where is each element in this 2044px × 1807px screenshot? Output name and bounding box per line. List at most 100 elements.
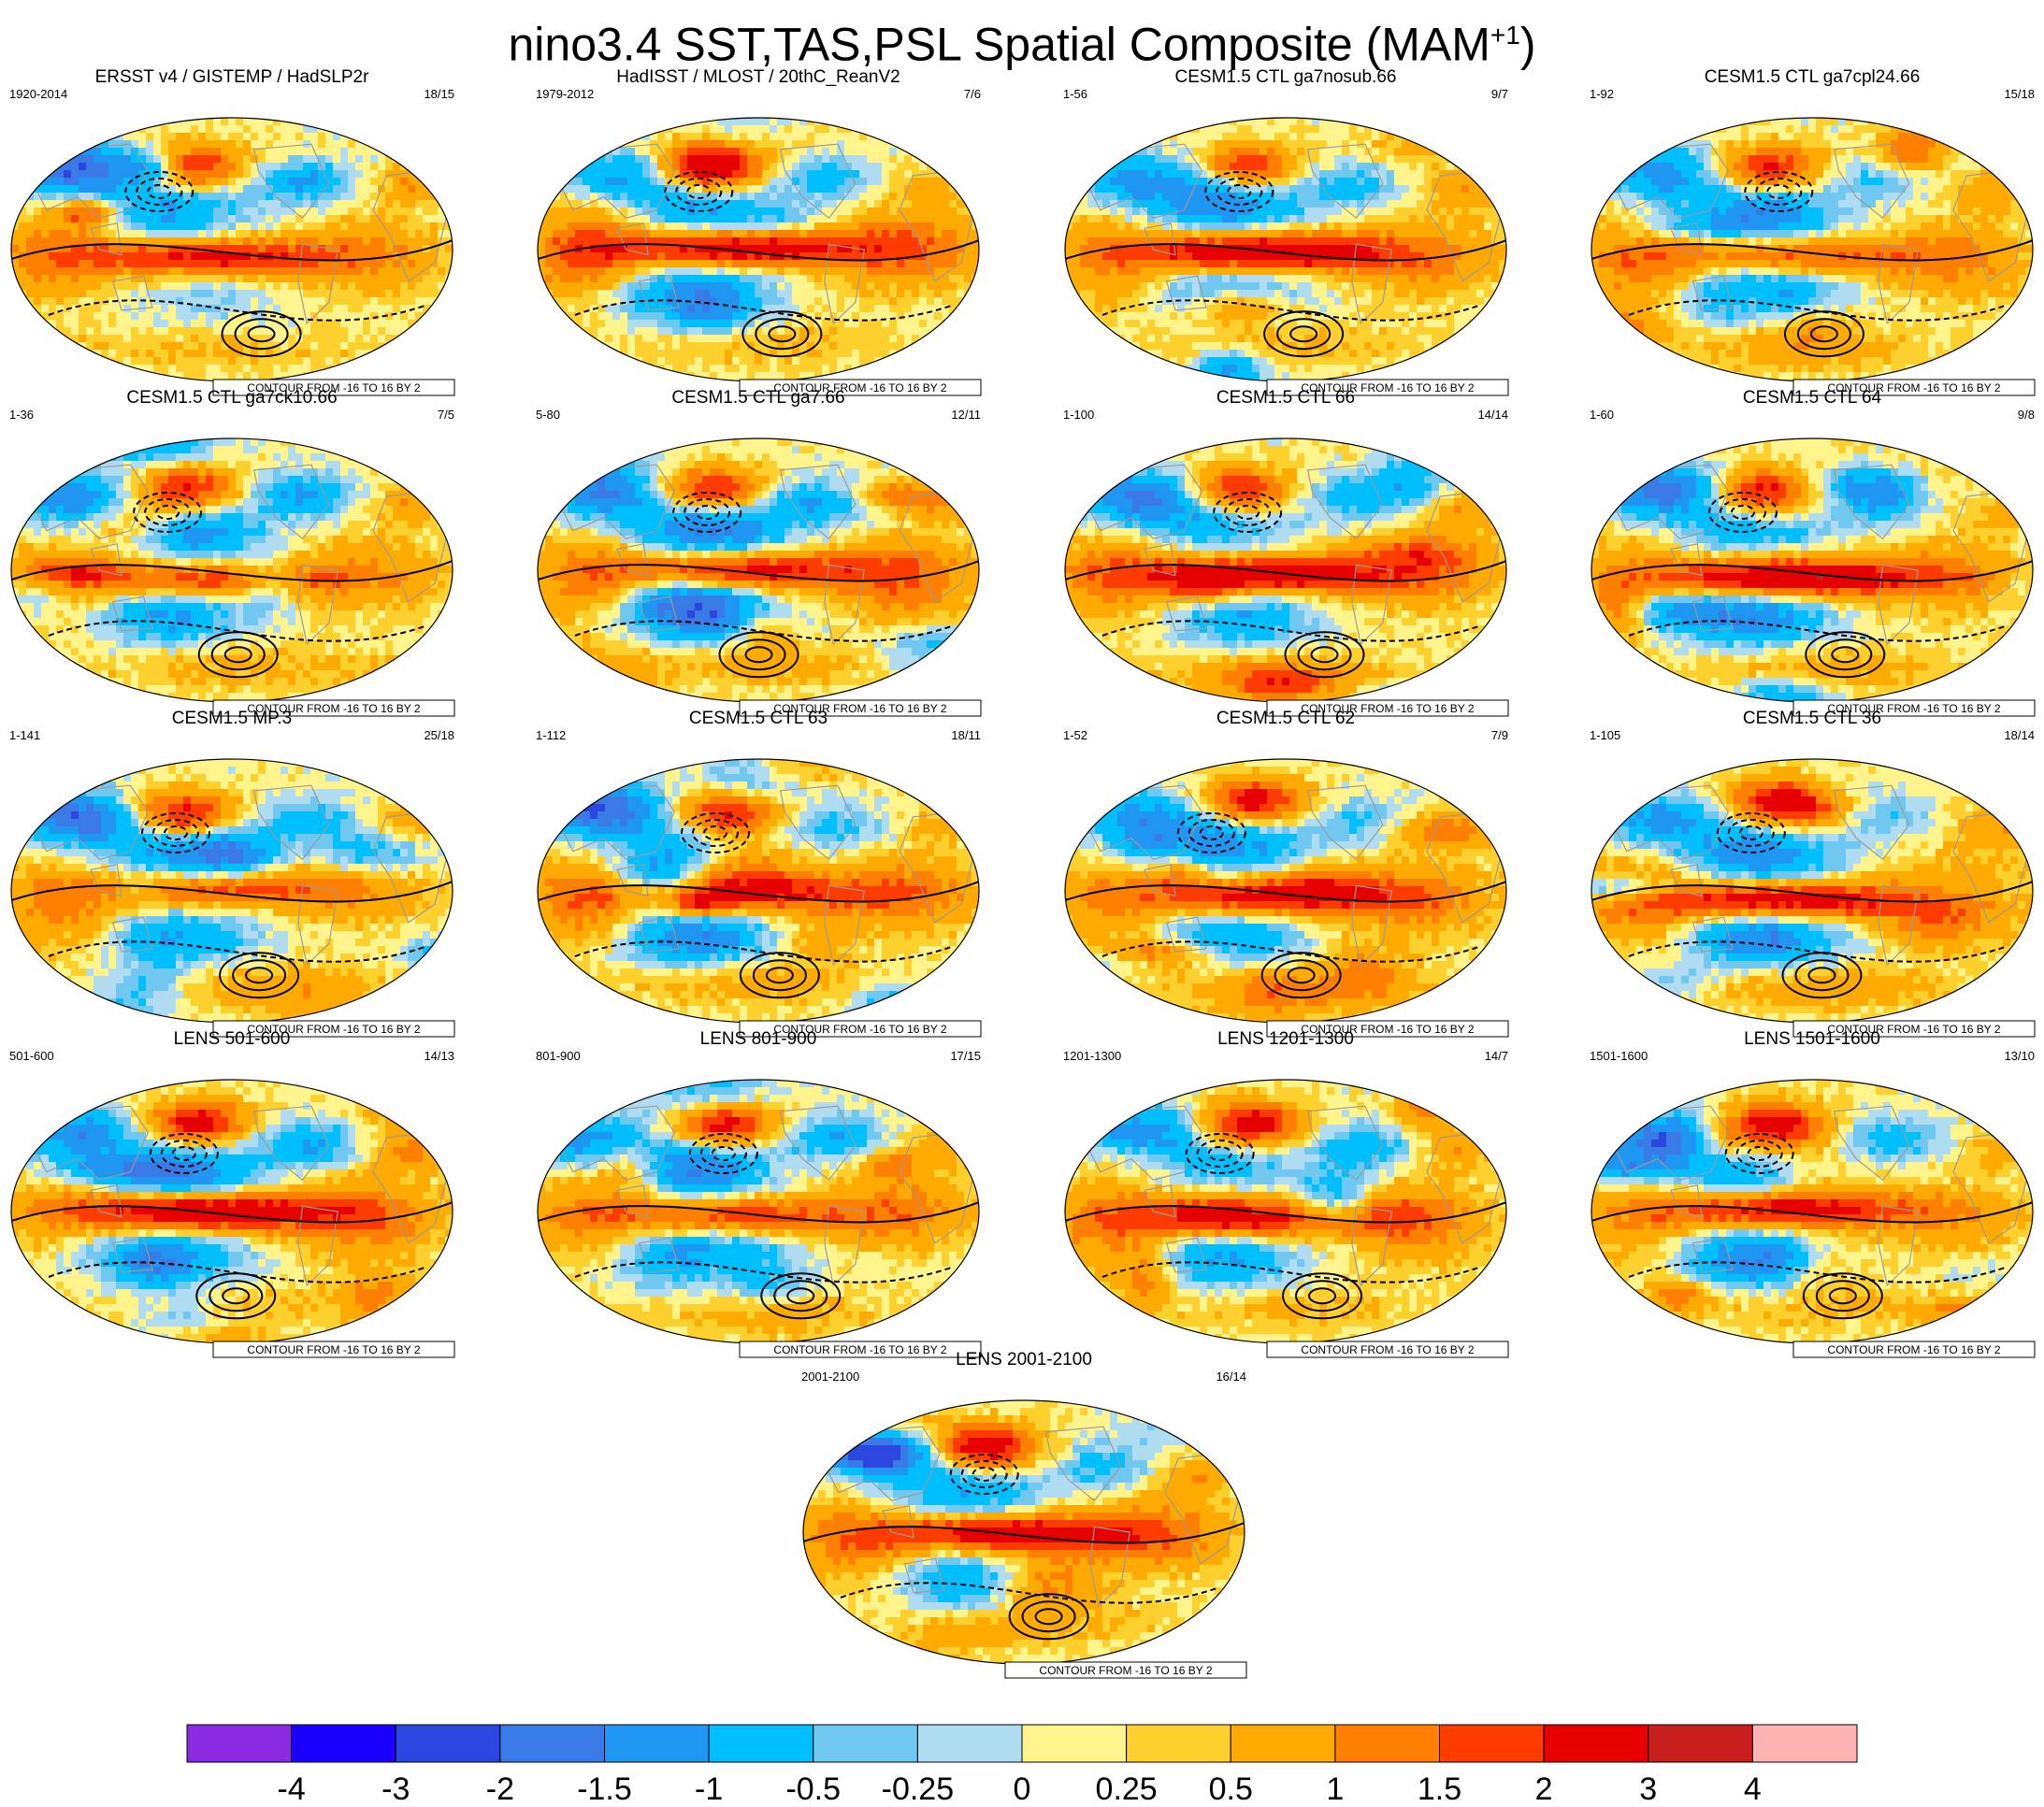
colorbar-label: -1 <box>695 1771 723 1807</box>
colorbar-swatch <box>395 1724 501 1763</box>
contour-note: CONTOUR FROM -16 TO 16 BY 2 <box>1827 1343 2000 1356</box>
panel-title: CESM1.5 MP.3 <box>172 709 292 728</box>
figure-title-suffix: ) <box>1520 19 1536 71</box>
panel-title: CESM1.5 CTL 36 <box>1743 709 1881 728</box>
panel-years: 1-60 <box>1590 408 1614 422</box>
contour-note: CONTOUR FROM -16 TO 16 BY 2 <box>1827 1023 2000 1036</box>
psl-contours <box>1065 1132 1506 1320</box>
colorbar-label: -2 <box>486 1771 514 1807</box>
panel-title: CESM1.5 CTL 62 <box>1216 709 1355 728</box>
contour-note: CONTOUR FROM -16 TO 16 BY 2 <box>247 1343 420 1356</box>
colorbar-label: 1 <box>1326 1771 1344 1807</box>
colorbar-swatch <box>1021 1724 1128 1763</box>
colorbar-label: 0.25 <box>1096 1771 1158 1807</box>
panel-title: HadISST / MLOST / 20thC_ReanV2 <box>616 67 900 87</box>
colorbar-swatch <box>708 1724 814 1763</box>
panel-years: 1-112 <box>536 728 566 742</box>
contour-note-box <box>1266 1341 1509 1358</box>
contour-note-box <box>1792 379 2036 396</box>
psl-contours <box>11 1132 453 1320</box>
panel-event-count: 18/14 <box>2004 728 2035 742</box>
panel-event-count: 14/7 <box>1485 1049 1508 1063</box>
psl-contours <box>538 170 979 358</box>
colorbar-swatch <box>499 1724 605 1763</box>
contour-note: CONTOUR FROM -16 TO 16 BY 2 <box>773 1343 946 1356</box>
panel-title: CESM1.5 CTL ga7cpl24.66 <box>1705 67 1921 87</box>
colorbar-label: 0.5 <box>1209 1771 1253 1807</box>
contour-note: CONTOUR FROM -16 TO 16 BY 2 <box>247 381 420 394</box>
panel-event-count: 16/14 <box>1216 1370 1246 1384</box>
colorbar-swatch <box>1439 1724 1545 1763</box>
psl-contours <box>11 491 453 679</box>
colorbar-swatch <box>1230 1724 1336 1763</box>
panel-title: ERSST v4 / GISTEMP / HadSLP2r <box>95 67 370 87</box>
contour-note-box <box>739 379 982 396</box>
panel-years: 1-56 <box>1063 87 1087 101</box>
contour-note-box <box>212 699 455 717</box>
panel-title: LENS 1201-1300 <box>1217 1029 1354 1049</box>
panel-years: 501-600 <box>9 1049 54 1063</box>
contour-note-box <box>739 1341 982 1358</box>
colorbar-label: -0.25 <box>882 1771 955 1807</box>
panel-event-count: 14/14 <box>1477 408 1508 422</box>
panel-event-count: 18/11 <box>951 728 981 742</box>
contour-note: CONTOUR FROM -16 TO 16 BY 2 <box>773 1023 946 1036</box>
panel-event-count: 25/18 <box>424 728 454 742</box>
panel-event-count: 15/18 <box>2004 87 2035 101</box>
contour-note: CONTOUR FROM -16 TO 16 BY 2 <box>247 1023 420 1036</box>
panel-title: CESM1.5 CTL 64 <box>1743 388 1882 408</box>
panel-years: 1501-1600 <box>1590 1049 1648 1063</box>
psl-contours <box>803 1453 1245 1641</box>
contour-note: CONTOUR FROM -16 TO 16 BY 2 <box>1827 702 2000 715</box>
panel-years: 1-92 <box>1590 87 1614 101</box>
panel-title: CESM1.5 CTL ga7.66 <box>671 388 844 408</box>
colorbar-label: -1.5 <box>577 1771 632 1807</box>
panel-years: 1920-2014 <box>9 87 67 101</box>
contour-note: CONTOUR FROM -16 TO 16 BY 2 <box>247 702 420 715</box>
colorbar-label: 3 <box>1639 1771 1657 1807</box>
colorbar-label: 0 <box>1014 1771 1031 1807</box>
panel-event-count: 9/7 <box>1491 87 1508 101</box>
panel-title: LENS 801-900 <box>700 1029 817 1049</box>
panel-event-count: 7/9 <box>1491 728 1508 742</box>
contour-note-box <box>1792 699 2036 717</box>
colorbar-label: 4 <box>1744 1771 1762 1807</box>
panel-title: CESM1.5 CTL 66 <box>1216 388 1355 408</box>
panel-years: 1979-2012 <box>536 87 594 101</box>
colorbar-swatch <box>186 1724 293 1763</box>
map-panel: ERSST v4 / GISTEMP / HadSLP2r 1920-2014 18… <box>9 67 455 396</box>
panel-event-count: 14/13 <box>424 1049 454 1063</box>
panel-event-count: 7/6 <box>964 87 981 101</box>
colorbar-swatch <box>1334 1724 1440 1763</box>
psl-contours <box>538 1132 979 1320</box>
map-panel: LENS 801-900 801-900 17/15 CONTOUR FROM -16… <box>536 1029 982 1358</box>
contour-note: CONTOUR FROM -16 TO 16 BY 2 <box>1301 1023 1474 1036</box>
psl-contours <box>538 811 979 999</box>
contour-note-box <box>1266 1020 1509 1038</box>
contour-note: CONTOUR FROM -16 TO 16 BY 2 <box>1827 381 2000 394</box>
contour-note: CONTOUR FROM -16 TO 16 BY 2 <box>1301 702 1474 715</box>
colorbar-swatch <box>1751 1724 1858 1763</box>
colorbar-swatch <box>291 1724 396 1763</box>
psl-contours <box>1065 170 1506 358</box>
panel-years: 5-80 <box>536 408 560 422</box>
colorbar-swatch <box>1648 1724 1753 1763</box>
psl-contours <box>1591 1132 2033 1320</box>
panel-event-count: 13/10 <box>2004 1049 2035 1063</box>
map-panel: CESM1.5 CTL ga7.66 5-80 12/11 CONTOUR FROM … <box>536 388 982 717</box>
contour-note-box <box>1792 1020 2036 1038</box>
panel-years: 1-100 <box>1063 408 1094 422</box>
psl-contours <box>1591 491 2033 679</box>
contour-note: CONTOUR FROM -16 TO 16 BY 2 <box>1301 1343 1474 1356</box>
contour-note-box <box>739 699 982 717</box>
figure-title-text: nino3.4 SST,TAS,PSL Spatial Composite (M… <box>508 19 1490 71</box>
psl-contours <box>538 491 979 679</box>
colorbar-label: -3 <box>381 1771 410 1807</box>
contour-note: CONTOUR FROM -16 TO 16 BY 2 <box>1301 381 1474 394</box>
panel-title: CESM1.5 CTL ga7ck10.66 <box>126 388 337 408</box>
colorbar-label: -4 <box>278 1771 306 1807</box>
contour-note-box <box>212 1341 455 1358</box>
temperature-field <box>538 1080 979 1343</box>
